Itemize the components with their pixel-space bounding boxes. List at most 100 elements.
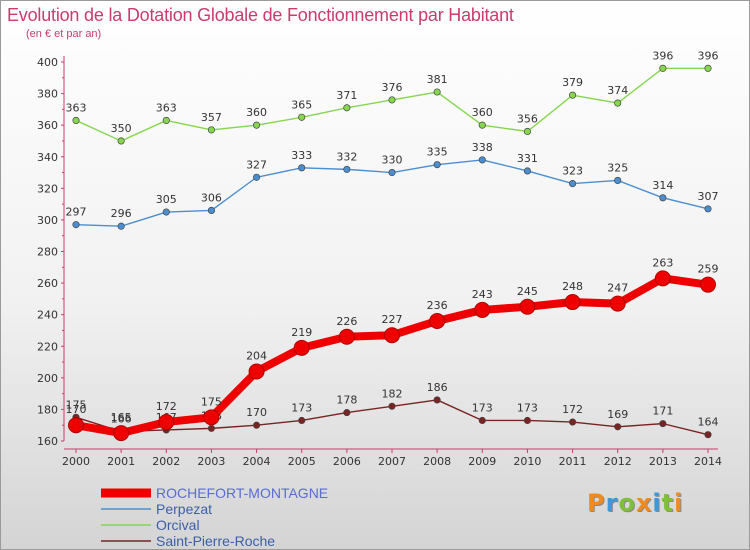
- data-point: [248, 363, 265, 380]
- data-point: [614, 423, 622, 431]
- data-point: [614, 99, 622, 107]
- data-label: 204: [246, 350, 267, 363]
- y-tick-label: 220: [37, 340, 58, 353]
- x-tick-label: 2012: [604, 455, 632, 468]
- y-tick-label: 300: [37, 214, 58, 227]
- data-label: 173: [291, 401, 312, 414]
- logo-letter: P: [587, 489, 606, 517]
- data-label: 219: [291, 326, 312, 339]
- data-point: [478, 156, 486, 164]
- data-label: 182: [382, 387, 403, 400]
- data-label: 330: [382, 154, 403, 167]
- data-point: [253, 173, 261, 181]
- y-tick-label: 400: [37, 56, 58, 69]
- data-label: 396: [698, 49, 719, 62]
- data-label: 259: [698, 263, 719, 276]
- data-label: 236: [427, 299, 448, 312]
- chart-subtitle: (en € et par an): [26, 28, 102, 40]
- data-label: 374: [607, 84, 628, 97]
- data-label: 325: [607, 161, 628, 174]
- data-label: 170: [66, 403, 87, 416]
- data-point: [433, 396, 441, 404]
- data-point: [659, 420, 667, 428]
- data-label: 357: [201, 111, 222, 124]
- y-tick-label: 200: [37, 372, 58, 385]
- data-label: 363: [66, 101, 87, 114]
- x-tick-label: 2004: [243, 455, 271, 468]
- x-tick-label: 2013: [649, 455, 677, 468]
- data-point: [388, 168, 396, 177]
- logo-letter: i: [674, 489, 684, 517]
- data-label: 376: [382, 81, 403, 94]
- data-label: 173: [517, 401, 538, 414]
- data-label: 356: [517, 112, 538, 125]
- data-label: 338: [472, 141, 493, 154]
- data-label: 335: [427, 146, 448, 159]
- data-point: [474, 301, 491, 318]
- data-label: 170: [246, 406, 267, 419]
- data-label: 360: [472, 106, 493, 119]
- data-label: 226: [336, 315, 357, 328]
- chart-title: Evolution de la Dotation Globale de Fonc…: [7, 5, 514, 25]
- data-point: [207, 424, 215, 432]
- data-point: [68, 417, 84, 434]
- x-tick-label: 2005: [288, 455, 316, 468]
- data-point: [704, 205, 712, 213]
- logo-letter: t: [661, 489, 675, 517]
- data-point: [478, 121, 486, 129]
- data-label: 331: [517, 152, 538, 165]
- data-label: 314: [652, 179, 673, 192]
- legend-label: Orcival: [156, 517, 200, 533]
- data-point: [478, 416, 486, 425]
- data-label: 381: [427, 73, 448, 86]
- data-point: [609, 295, 626, 312]
- data-point: [113, 425, 130, 442]
- data-point: [523, 416, 531, 425]
- data-point: [253, 121, 261, 129]
- data-label: 371: [336, 89, 357, 102]
- x-tick-label: 2001: [107, 455, 135, 468]
- data-label: 173: [472, 401, 493, 414]
- y-tick-label: 240: [37, 309, 58, 322]
- legend-label: ROCHEFORT-MONTAGNE: [156, 485, 328, 501]
- data-label: 307: [698, 190, 719, 203]
- data-point: [117, 222, 125, 230]
- legend-item-rochefort-montagne: ROCHEFORT-MONTAGNE: [101, 485, 328, 501]
- data-point: [388, 402, 396, 410]
- data-label: 175: [201, 395, 222, 408]
- data-label: 365: [291, 98, 312, 111]
- data-point: [569, 91, 577, 99]
- data-label: 297: [66, 206, 87, 219]
- data-label: 360: [246, 106, 267, 119]
- data-label: 363: [156, 101, 177, 114]
- proxiti-logo: Proxiti: [587, 489, 683, 517]
- logo-letter: x: [635, 489, 653, 517]
- data-point: [162, 116, 170, 124]
- y-tick-label: 380: [37, 88, 58, 101]
- data-point: [569, 418, 577, 426]
- x-tick-label: 2002: [152, 455, 180, 468]
- y-tick-label: 160: [37, 435, 58, 448]
- data-point: [298, 164, 306, 172]
- data-label: 164: [698, 416, 719, 429]
- y-tick-label: 340: [37, 151, 58, 164]
- data-point: [654, 270, 671, 287]
- data-point: [523, 127, 531, 136]
- series-orcival: 363 350 363 357 360 365 371 376 381 360 356 379 374 3…: [66, 49, 719, 145]
- data-point: [433, 88, 441, 96]
- x-tick-label: 2011: [559, 455, 587, 468]
- data-label: 245: [517, 285, 538, 298]
- data-label: 175: [66, 398, 87, 411]
- series-rochefort-montagne: 170 165 172 175 204 219 226 227 236 243 245 248 247 2…: [66, 256, 719, 442]
- legend-item-saint-pierre-roche: Saint-Pierre-Roche: [101, 533, 275, 549]
- data-point: [162, 208, 170, 216]
- x-tick-label: 2006: [333, 455, 361, 468]
- logo-letter: r: [605, 489, 619, 517]
- data-label: 172: [156, 400, 177, 413]
- data-label: 332: [336, 150, 357, 163]
- y-tick-label: 180: [37, 403, 58, 416]
- data-label: 263: [652, 256, 673, 269]
- data-point: [203, 409, 220, 426]
- data-label: 350: [111, 122, 132, 135]
